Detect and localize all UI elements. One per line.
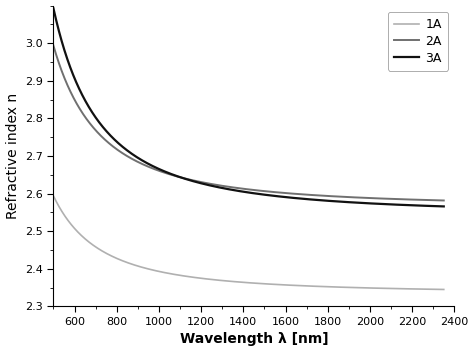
Line: 1A: 1A xyxy=(54,196,444,289)
1A xyxy=(429,287,435,291)
2A xyxy=(240,187,246,191)
1A xyxy=(51,194,56,198)
3A xyxy=(71,73,76,77)
2A xyxy=(441,199,447,203)
Legend: 1A, 2A, 3A: 1A, 2A, 3A xyxy=(388,12,448,71)
X-axis label: Wavelength λ [nm]: Wavelength λ [nm] xyxy=(180,332,328,346)
1A xyxy=(71,225,76,229)
2A xyxy=(230,185,236,189)
3A xyxy=(358,201,364,205)
2A xyxy=(429,198,435,202)
2A xyxy=(51,43,56,48)
1A xyxy=(358,285,364,290)
2A xyxy=(429,198,435,202)
2A xyxy=(71,95,76,100)
2A xyxy=(358,196,364,200)
1A xyxy=(230,279,236,284)
3A xyxy=(51,6,56,10)
3A xyxy=(240,190,246,194)
3A xyxy=(429,204,435,208)
Y-axis label: Refractive index n: Refractive index n xyxy=(6,93,19,219)
Line: 3A: 3A xyxy=(54,8,444,206)
1A xyxy=(240,280,246,284)
Line: 2A: 2A xyxy=(54,45,444,201)
1A xyxy=(429,287,435,291)
3A xyxy=(230,188,236,192)
3A xyxy=(441,204,447,208)
3A xyxy=(429,204,435,208)
1A xyxy=(441,287,447,291)
